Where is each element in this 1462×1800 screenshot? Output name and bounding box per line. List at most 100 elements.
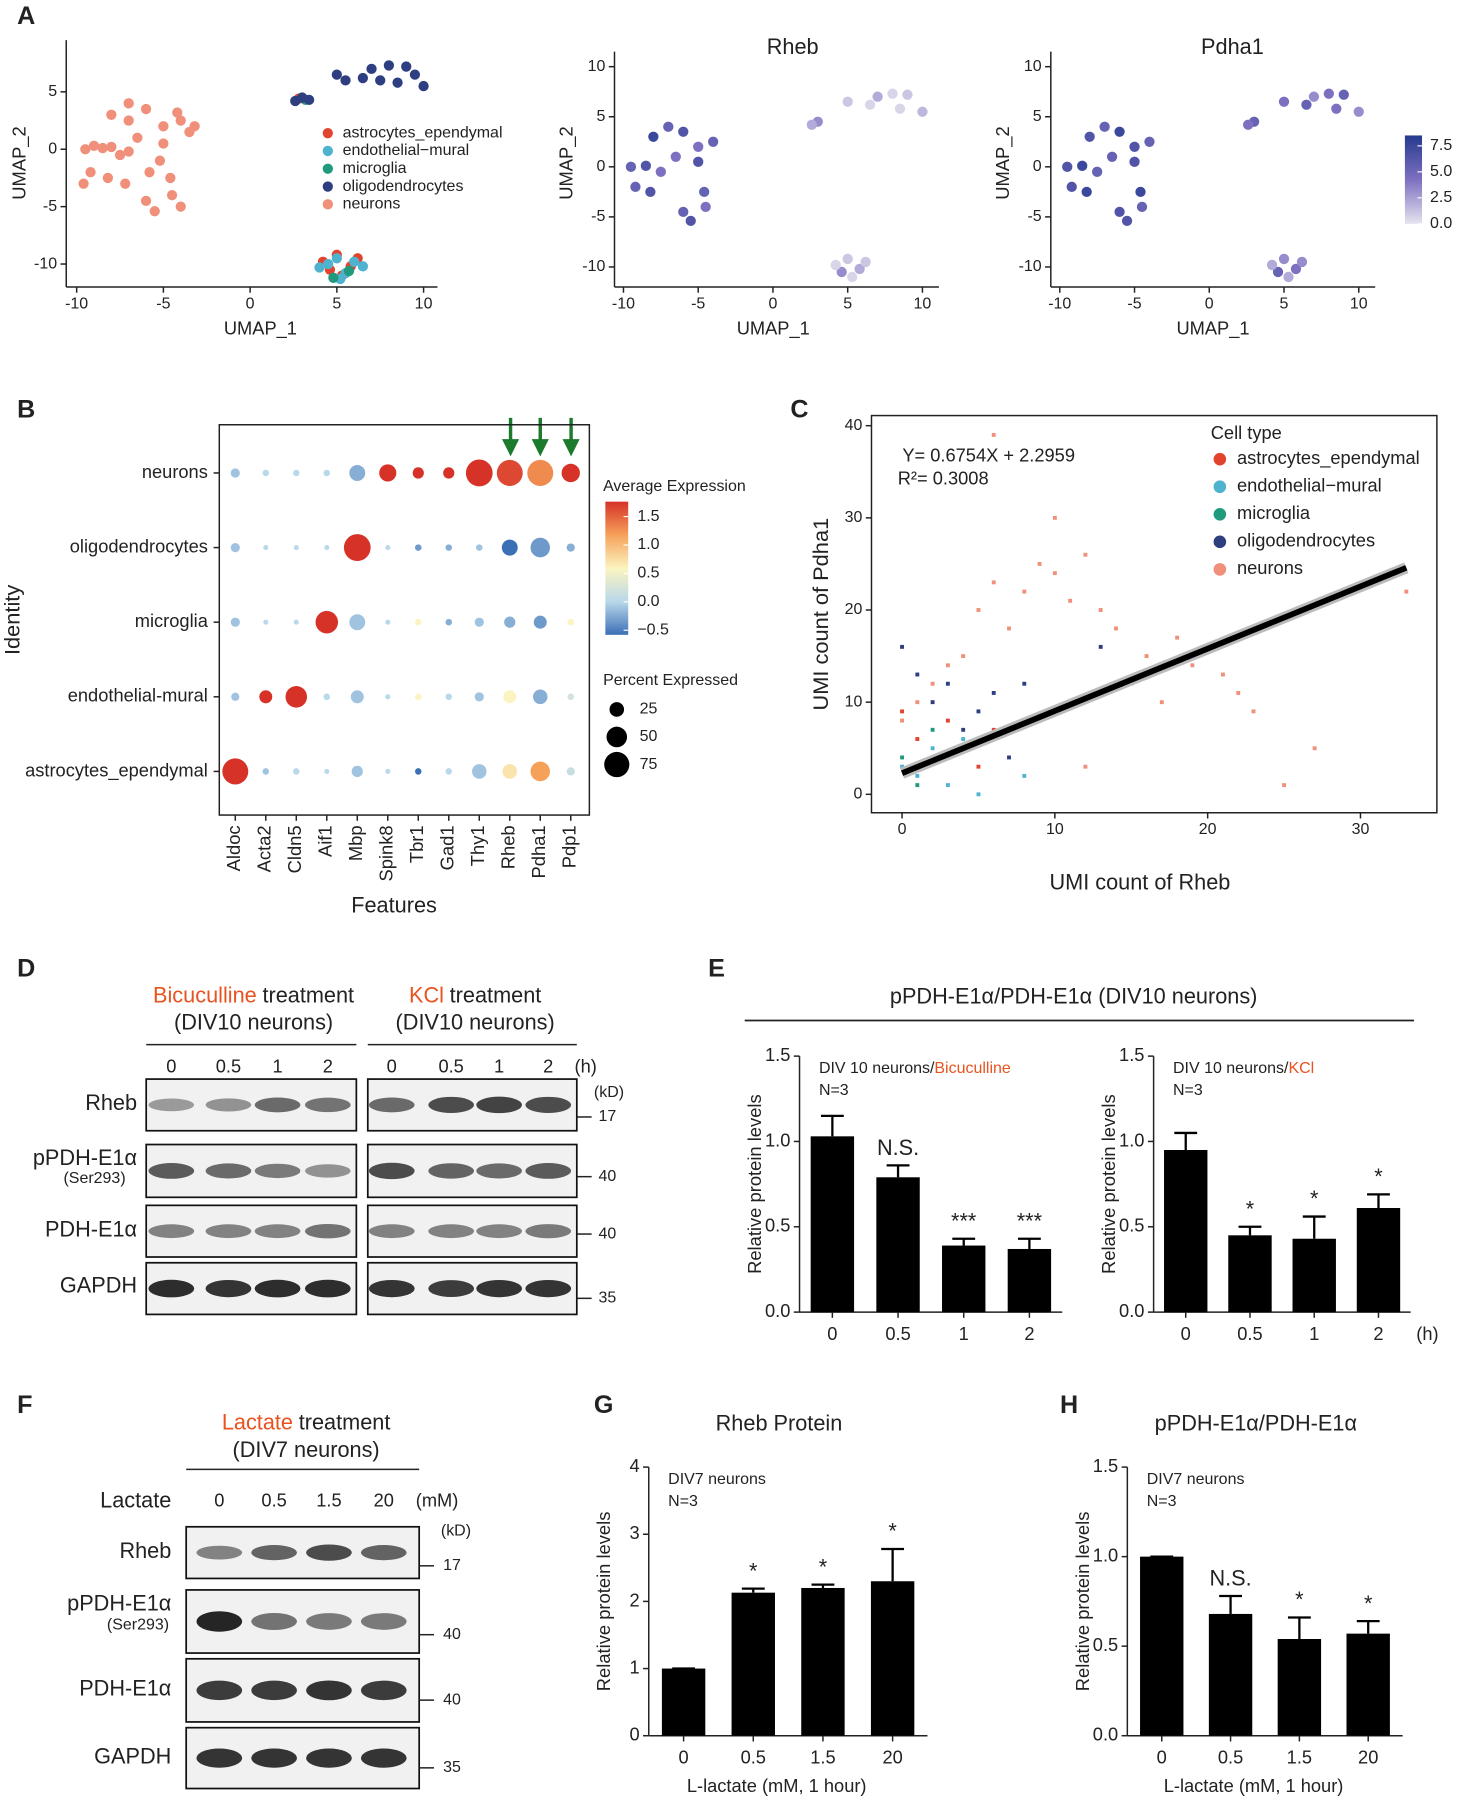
point <box>290 95 301 107</box>
legend-marker <box>322 181 333 192</box>
dot <box>502 764 518 779</box>
legend-label: astrocytes_ependymal <box>343 123 503 141</box>
point <box>1121 215 1133 227</box>
row-sublabel: (Ser293) <box>63 1169 125 1187</box>
band <box>251 1680 297 1701</box>
dot <box>262 469 270 477</box>
x-tick-label: 0.5 <box>1218 1746 1243 1767</box>
point <box>357 261 369 272</box>
band <box>525 1096 572 1114</box>
band <box>304 1164 351 1178</box>
point <box>930 700 935 705</box>
x-tick-label: Thy1 <box>467 825 488 866</box>
arrows <box>501 417 580 457</box>
dot <box>323 693 331 701</box>
band <box>525 1163 572 1179</box>
plot-frame <box>218 423 591 816</box>
y-tick-label: neurons <box>142 461 208 482</box>
treatment-text: treatment <box>299 1409 391 1434</box>
point <box>1323 88 1334 99</box>
legend-label: microglia <box>343 159 407 177</box>
point <box>1278 253 1290 265</box>
y-tick-label: 1.5 <box>1093 1455 1118 1476</box>
legend-title: Percent Expressed <box>603 671 738 689</box>
point <box>655 166 666 177</box>
x-tick-label: 2 <box>1373 1323 1383 1344</box>
mw-label: 40 <box>443 1625 461 1643</box>
point <box>158 138 169 149</box>
bar <box>1140 1556 1184 1736</box>
lane-label: 0 <box>387 1055 397 1076</box>
point <box>328 272 339 283</box>
point <box>1022 589 1027 594</box>
x-tick-label: 20 <box>882 1746 902 1767</box>
point <box>900 764 904 769</box>
blot-subheader: (DIV10 neurons) <box>174 1010 333 1035</box>
point <box>1106 151 1118 162</box>
bar <box>731 1592 775 1736</box>
band <box>368 1097 415 1113</box>
bar <box>801 1587 845 1736</box>
y-tick-label: -5 <box>43 197 57 215</box>
point <box>842 96 853 107</box>
note: DIV 10 neurons/Bicuculline <box>819 1059 1011 1077</box>
bar <box>1292 1238 1336 1313</box>
point <box>383 60 395 71</box>
dot <box>263 545 269 551</box>
point <box>1136 201 1148 213</box>
colorbar-label: −0.5 <box>637 620 669 638</box>
point <box>945 663 950 668</box>
point <box>1007 755 1011 760</box>
dot <box>445 544 453 551</box>
dot <box>566 767 575 776</box>
row-label: pPDH-E1α <box>67 1591 171 1616</box>
point <box>915 773 920 778</box>
y-tick-label: -10 <box>1019 257 1042 275</box>
row-sublabel: (Ser293) <box>107 1616 169 1634</box>
band <box>148 1279 195 1298</box>
point <box>806 119 817 130</box>
row-label: pPDH-E1α <box>33 1145 137 1170</box>
band <box>368 1279 415 1298</box>
dot <box>472 764 487 779</box>
band <box>360 1748 407 1768</box>
dot <box>293 619 299 625</box>
point <box>349 256 360 267</box>
legend-marker <box>322 199 333 210</box>
point <box>1296 256 1308 268</box>
point <box>1251 709 1256 714</box>
note-text: DIV 10 neurons/ <box>819 1059 935 1077</box>
blot-header: Lactate treatment <box>222 1409 391 1434</box>
point <box>699 186 710 198</box>
point <box>678 126 689 137</box>
dot <box>530 761 550 782</box>
point <box>140 195 152 207</box>
x-tick-label: Mbp <box>345 825 366 861</box>
point <box>915 783 920 788</box>
point <box>648 131 659 142</box>
colorbar-label: 2.5 <box>1430 188 1452 206</box>
point <box>685 215 696 227</box>
point <box>80 144 91 155</box>
point <box>123 146 134 157</box>
band <box>196 1680 243 1701</box>
x-tick-label: 20 <box>1358 1746 1378 1767</box>
lane-label: 2 <box>543 1055 553 1076</box>
point <box>678 206 689 218</box>
colorbar <box>1404 135 1423 224</box>
point <box>1331 103 1342 114</box>
point <box>343 265 355 277</box>
point <box>1052 515 1057 520</box>
y-axis-label: Relative protein levels <box>744 1094 765 1274</box>
point <box>123 98 134 109</box>
band <box>196 1545 243 1560</box>
dot <box>230 617 240 627</box>
point <box>1190 663 1195 668</box>
point <box>102 172 114 184</box>
y-axis-label: UMAP_2 <box>556 126 578 199</box>
point <box>1221 672 1225 677</box>
point <box>1022 773 1027 778</box>
treatment-name: Lactate <box>222 1409 293 1434</box>
point <box>375 75 386 86</box>
significance: * <box>888 1519 897 1544</box>
